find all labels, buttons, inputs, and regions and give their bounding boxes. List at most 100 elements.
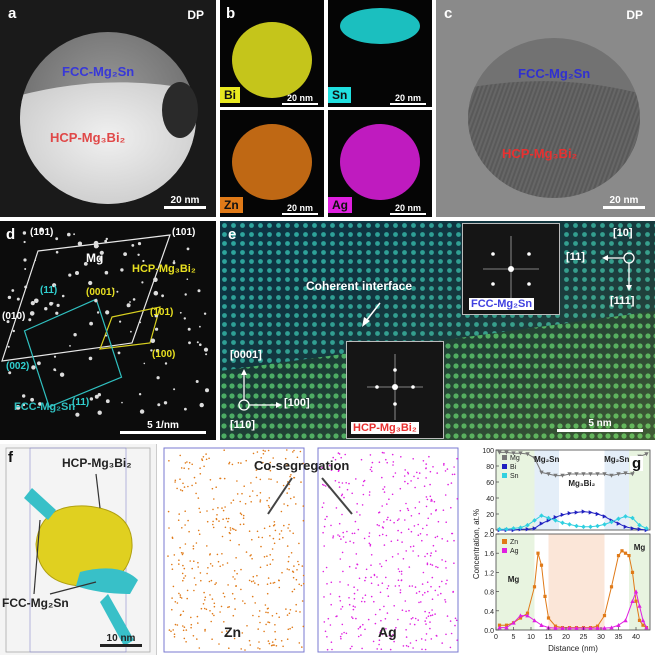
atom-dot (203, 465, 205, 468)
point-ag (616, 623, 621, 627)
atom-dot (437, 566, 439, 569)
atom-dot (324, 485, 327, 487)
atom-dot (349, 540, 351, 543)
atom-dot (370, 554, 373, 556)
atom-dot (183, 637, 186, 640)
atom-dot (345, 482, 347, 484)
atom-dot (322, 570, 325, 573)
diffraction-spot (89, 397, 94, 401)
atom-dot (292, 451, 294, 453)
atom-dot (176, 624, 179, 626)
atom-dot (339, 558, 342, 560)
atom-dot (420, 601, 422, 603)
atom-dot (278, 538, 281, 540)
atom-dot (260, 545, 262, 548)
atom-dot (332, 537, 334, 539)
point-mg (609, 473, 614, 478)
atom-dot (286, 614, 289, 616)
atom-dot (257, 628, 259, 630)
atom-dot (255, 469, 258, 471)
atom-dot (193, 589, 195, 592)
panel-g-label: g (630, 455, 644, 472)
point-ag (609, 625, 614, 630)
atom-dot (251, 557, 253, 560)
diffraction-spot (203, 347, 209, 352)
atom-dot (339, 581, 341, 583)
eds-map-zn-scalebar: 20 nm (280, 203, 320, 215)
point-sn (637, 522, 642, 528)
e-interface-arrow (362, 302, 381, 327)
atom-dot (240, 568, 242, 571)
diffraction-spot (199, 325, 201, 328)
atom-dot (445, 583, 447, 585)
atom-dot (399, 591, 402, 594)
atom-dot (370, 595, 373, 598)
atom-dot (186, 589, 189, 592)
diffraction-spot (7, 345, 10, 348)
panel-a-phase-top: FCC-Mg₂Sn (62, 64, 135, 79)
d-yellow-idx-1: (0001) (86, 287, 115, 298)
atom-dot (352, 542, 355, 544)
atom-dot (208, 457, 210, 460)
atom-dot (184, 524, 186, 526)
point-bi (525, 526, 530, 532)
atom-dot (436, 535, 439, 538)
atom-dot (340, 494, 343, 497)
atom-dot (450, 632, 453, 635)
atom-dot (368, 532, 371, 534)
atom-dot (271, 615, 274, 617)
region-shading (629, 534, 650, 630)
atom-dot (338, 522, 341, 525)
point-mg (518, 451, 523, 456)
atom-dot (391, 493, 394, 496)
f-arrows (33, 473, 101, 595)
atom-dot (302, 462, 304, 465)
atom-dot (245, 459, 247, 462)
atom-dot (323, 484, 325, 487)
atom-dot (338, 481, 340, 484)
atom-dot (267, 611, 269, 614)
atom-dot (233, 637, 236, 640)
atom-dot (377, 584, 380, 586)
y-tick-label: 20 (486, 512, 494, 519)
atom-dot (378, 511, 380, 514)
atom-dot (221, 535, 224, 538)
eds-map-zn-tag: Zn (220, 197, 243, 213)
y-tick-label: 2.0 (484, 532, 494, 539)
diffraction-spot (29, 311, 35, 316)
atom-dot (409, 546, 412, 548)
atom-dot (353, 598, 356, 600)
fft-hcp-pattern (367, 354, 423, 420)
atom-dot (236, 572, 238, 575)
diffraction-spot (121, 401, 123, 404)
atom-dot (449, 620, 452, 622)
atom-dot (174, 623, 177, 626)
point-ag (595, 625, 600, 630)
plot-frame (495, 449, 651, 531)
f-coseg-label: Co-segregation (254, 458, 350, 473)
atom-dot (269, 563, 272, 565)
atom-dot (353, 532, 356, 535)
atom-dot (407, 472, 410, 475)
atom-dot (298, 542, 300, 545)
atom-dot (269, 582, 272, 584)
atom-dot (198, 647, 201, 649)
eds-map-ag-scalebar: 20 nm (388, 203, 428, 215)
point-bi (574, 510, 579, 515)
diffraction-spot (183, 317, 186, 320)
atom-dot (393, 605, 395, 607)
atom-dot (436, 472, 439, 474)
f-fcc-label: FCC-Mg₂Sn (2, 596, 69, 610)
atom-dot (424, 555, 426, 558)
atom-dot (392, 464, 394, 466)
point-bi (623, 524, 628, 529)
atom-dot (231, 527, 234, 530)
atom-dot (250, 482, 252, 484)
atom-dot (191, 484, 193, 487)
diffraction-spot (199, 402, 204, 408)
atom-dot (323, 525, 326, 528)
panel-c-scale-text: 20 nm (609, 195, 639, 206)
atom-dot (380, 565, 383, 568)
atom-dot (335, 615, 337, 618)
x-tick-label: 20 (562, 634, 570, 641)
